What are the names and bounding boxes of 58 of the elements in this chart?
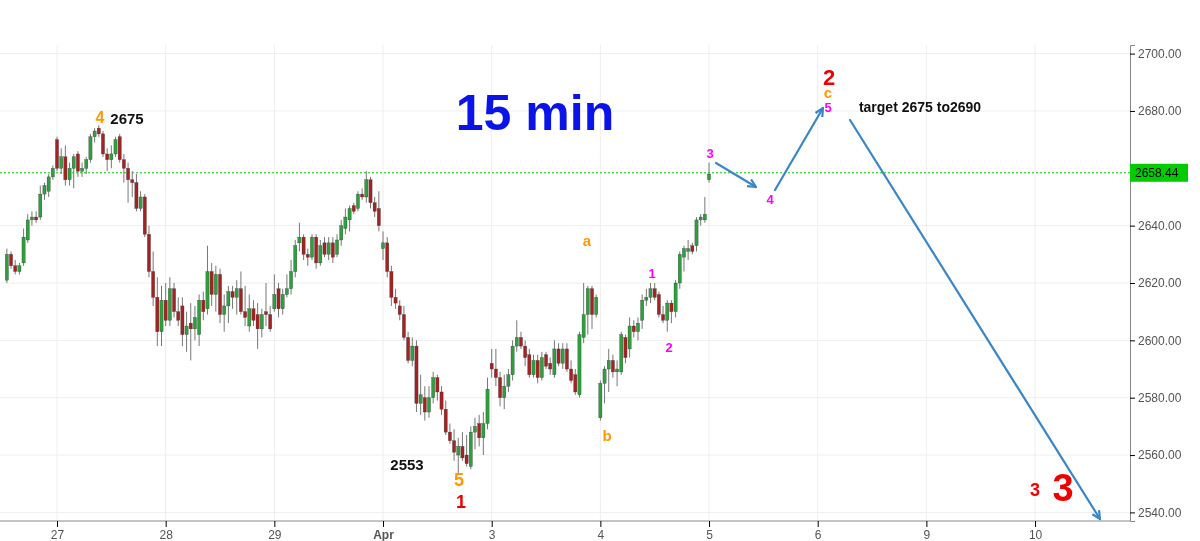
y-tick-label: 2620.00 <box>1138 276 1182 291</box>
x-tick-label: 27 <box>50 527 65 541</box>
text: 15 min <box>455 85 615 141</box>
candlestick <box>648 282 653 304</box>
candlestick <box>172 282 176 318</box>
annotation: 5 <box>824 99 832 115</box>
candlestick <box>627 316 632 359</box>
candlestick <box>310 233 314 261</box>
annotation: a <box>582 232 592 250</box>
annotation: 3 <box>706 145 714 161</box>
annotation: target 2675 to2690 <box>858 98 982 115</box>
x-tick-label: 6 <box>814 527 822 541</box>
x-tick-label: 29 <box>268 527 282 541</box>
candlestick <box>101 130 105 158</box>
x-tick-label: 10 <box>1028 527 1043 541</box>
candlestick <box>71 153 76 189</box>
y-tick-label: 2580.00 <box>1138 391 1182 406</box>
annotation: 3 <box>1029 480 1041 501</box>
x-tick-label: 4 <box>597 527 605 541</box>
candlestick <box>264 282 268 327</box>
candlestick <box>234 279 239 316</box>
candlestick <box>230 285 235 310</box>
candlestick <box>38 185 43 221</box>
y-tick-label: 2680.00 <box>1138 104 1182 119</box>
annotation: 4 <box>766 191 775 207</box>
y-tick-label: 2640.00 <box>1138 218 1182 233</box>
annotation: 1 <box>455 492 467 513</box>
candlestick <box>356 190 360 212</box>
x-tick-label: 3 <box>488 527 496 541</box>
annotation: 2553 <box>390 456 424 474</box>
candlestick <box>347 205 352 232</box>
annotation: 1 <box>648 265 656 281</box>
ref-line-label: 2658.44 <box>1135 166 1179 181</box>
y-tick-label: 2600.00 <box>1138 333 1182 348</box>
y-tick-label: 2560.00 <box>1138 448 1182 463</box>
candlestick <box>665 299 669 333</box>
x-tick-label: 9 <box>923 527 931 541</box>
y-tick-label: 2700.00 <box>1138 46 1182 61</box>
y-tick-label: 2540.00 <box>1138 505 1182 520</box>
candlestick <box>364 170 369 204</box>
candlestick <box>318 239 323 267</box>
annotation: b <box>602 427 612 445</box>
annotation: 4 <box>95 108 105 126</box>
annotation: 5 <box>453 470 465 491</box>
x-tick-label: 28 <box>159 527 174 541</box>
annotation: 3 <box>1052 467 1074 510</box>
annotation: 2675 <box>110 110 144 128</box>
candlestick <box>255 302 260 350</box>
candlestick <box>531 354 536 379</box>
candlestick <box>535 354 540 384</box>
candlestick <box>464 434 469 468</box>
candlestick <box>63 144 68 187</box>
x-tick-label: Apr <box>373 527 395 541</box>
candlestick <box>452 428 456 462</box>
annotation: 2 <box>665 339 673 355</box>
candlestick <box>707 162 711 184</box>
x-tick-label: 5 <box>706 527 714 541</box>
candlestick <box>326 236 331 261</box>
